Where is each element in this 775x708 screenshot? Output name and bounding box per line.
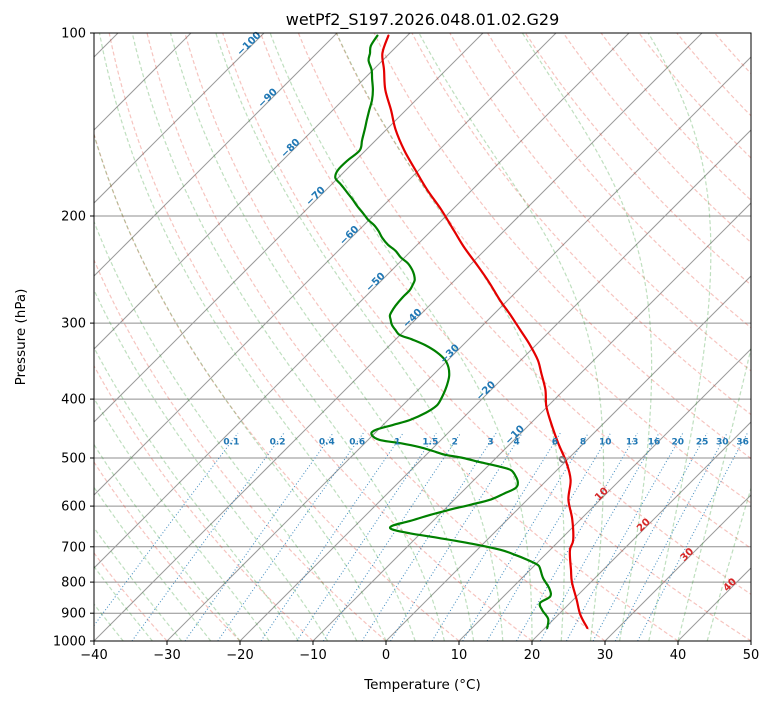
pressure-gridlines: [94, 33, 751, 641]
y-tick-label: 700: [61, 540, 86, 555]
mixing-ratio-label: 8: [580, 438, 586, 448]
x-tick-label: 0: [382, 648, 390, 663]
isotherm-lines: [94, 33, 751, 641]
sounding-curves: [334, 34, 589, 630]
x-tick-label: 20: [524, 648, 541, 663]
isotherm-label: −40: [401, 307, 425, 331]
y-tick-label: 900: [61, 607, 86, 622]
isotherm-label: −80: [279, 137, 303, 161]
mixing-ratio-label: 4: [513, 438, 519, 448]
chart-title: wetPf2_S197.2026.048.01.02.G29: [285, 10, 560, 29]
mixing-ratio-label: 10: [599, 438, 612, 448]
y-tick-label: 200: [61, 210, 86, 225]
plot-border: [93, 32, 752, 642]
isotherm-label: −50: [364, 271, 388, 295]
mixing-ratio-label: 0.4: [319, 438, 335, 448]
mixing-ratio-label: 2: [452, 438, 458, 448]
mixing-ratio-label: 0.1: [223, 438, 239, 448]
tick-labels: −40 −30 −20 −10 0 10 20 30 40 5010020030040050060…: [53, 27, 759, 664]
mixing-ratio-label: 0.2: [270, 438, 286, 448]
isotherm-label: 40: [721, 576, 739, 594]
dewpoint-curve: [334, 34, 552, 630]
isotherm-label: −70: [304, 185, 328, 209]
y-tick-label: 300: [61, 317, 86, 332]
mixing-ratio-label: 20: [672, 438, 685, 448]
axis-ticks: [90, 32, 752, 645]
x-tick-label: −40: [80, 648, 107, 663]
isotherm-label: 30: [679, 546, 697, 564]
x-tick-label: −20: [226, 648, 253, 663]
isotherm-label: −60: [338, 224, 362, 248]
x-tick-label: 40: [670, 648, 687, 663]
dry-adiabat-lines: [94, 33, 751, 641]
moist-adiabat-lines: [94, 33, 751, 641]
x-tick-label: −30: [153, 648, 180, 663]
y-tick-label: 400: [61, 393, 86, 408]
mixing-ratio-label: 0.6: [349, 438, 365, 448]
mixing-ratio-label: 30: [716, 438, 729, 448]
mixing-ratio-label: 16: [648, 438, 661, 448]
y-tick-label: 800: [61, 576, 86, 591]
y-tick-label: 600: [61, 500, 86, 515]
x-tick-label: −10: [299, 648, 326, 663]
plot-background: [94, 33, 751, 641]
y-tick-label: 100: [61, 27, 86, 42]
isotherm-label: −100: [235, 30, 263, 58]
mixing-ratio-label: 25: [696, 438, 709, 448]
y-tick-label: 1000: [53, 635, 86, 650]
x-tick-label: 30: [597, 648, 614, 663]
x-axis-label: Temperature (°C): [364, 677, 481, 693]
x-tick-label: 50: [743, 648, 760, 663]
temperature-curve: [381, 34, 589, 630]
mixing-ratio-label: 13: [626, 438, 639, 448]
mixing-ratio-label: 6: [552, 438, 558, 448]
inline-labels: −100−90−80−70−60−50−40−30−20−10010203040…: [223, 30, 749, 594]
y-axis-label: Pressure (hPa): [13, 288, 29, 386]
mixing-ratio-lines: [94, 432, 748, 641]
mixing-ratio-label: 1.5: [422, 438, 438, 448]
isotherm-label: −90: [256, 87, 280, 111]
mixing-ratio-label: 1: [394, 438, 400, 448]
x-tick-label: 10: [451, 648, 468, 663]
y-tick-label: 500: [61, 452, 86, 467]
mixing-ratio-label: 36: [736, 438, 749, 448]
isotherm-label: 10: [593, 486, 611, 504]
mixing-ratio-label: 3: [487, 438, 493, 448]
